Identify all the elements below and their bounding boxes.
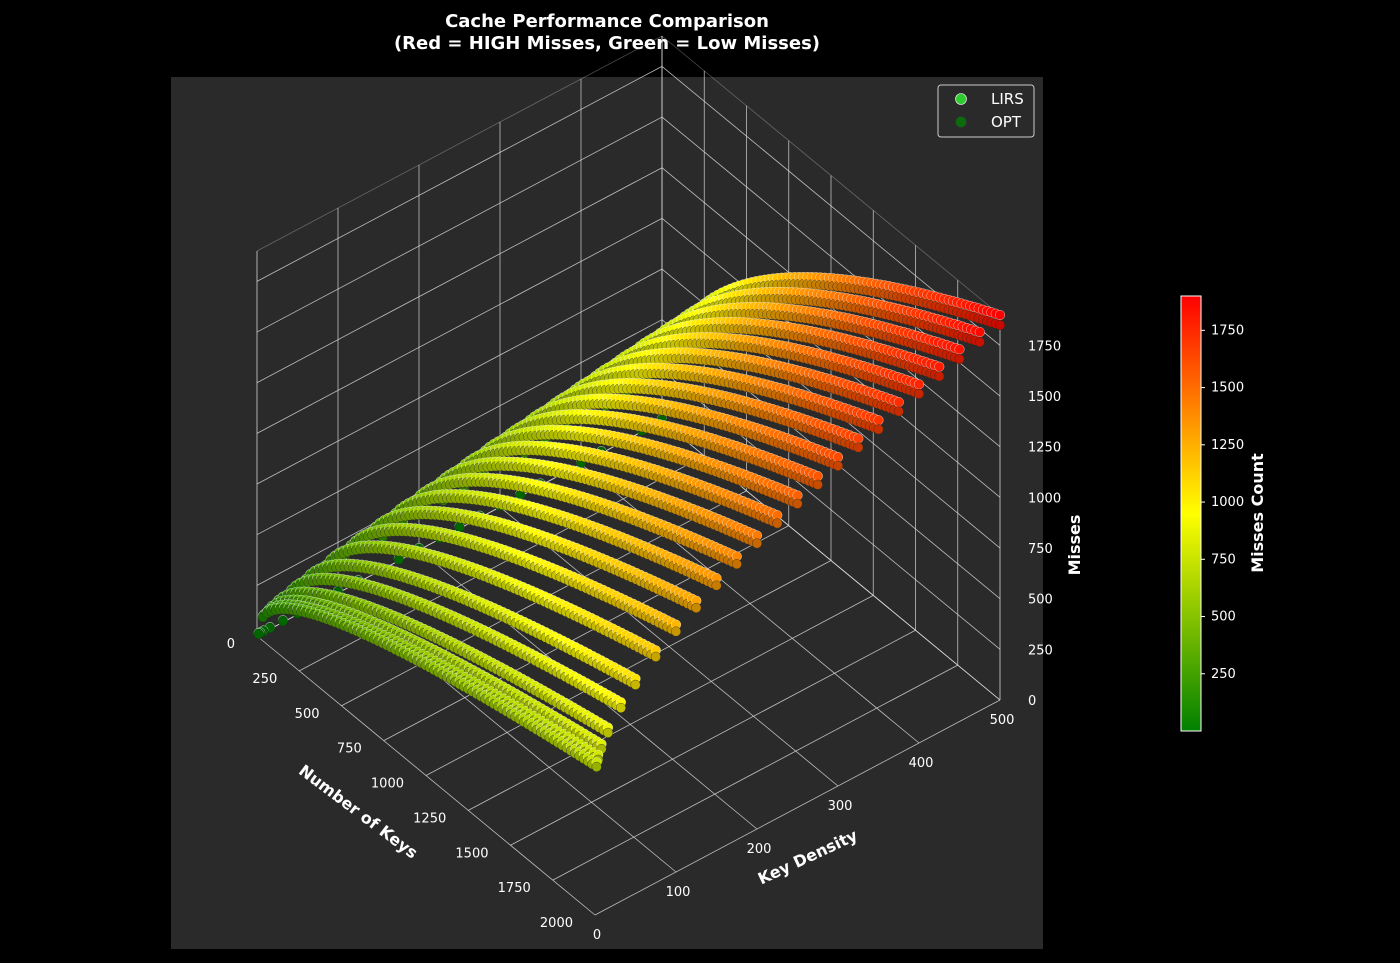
y-tick-label: 500 [990, 713, 1015, 728]
x-tick-label: 1500 [455, 846, 488, 861]
data-point-opt [650, 651, 661, 662]
data-point-lirs [974, 327, 985, 338]
data-point-opt [253, 629, 264, 640]
grid-line-z-wall-left [256, 268, 663, 485]
data-point-opt [751, 538, 763, 549]
z-tick-label: 0 [1028, 694, 1036, 709]
grid-line-x-floor [425, 560, 832, 776]
colorbar-tick-label: 1750 [1211, 323, 1244, 338]
y-tick-label: 400 [909, 756, 934, 771]
chart-title: Cache Performance Comparison (Red = HIGH… [394, 11, 820, 54]
colorbar-tick-label: 500 [1211, 610, 1236, 625]
x-tick-label: 1750 [498, 881, 531, 896]
x-tick-label: 500 [295, 707, 320, 722]
z-tick-label: 1750 [1028, 339, 1061, 354]
data-point-lirs [913, 379, 925, 390]
legend-marker-lirs [955, 93, 967, 105]
data-point-opt [615, 702, 626, 713]
chart-title-line-2: (Red = HIGH Misses, Green = Low Misses) [394, 33, 820, 54]
data-point-opt [277, 616, 288, 627]
data-point-lirs [934, 361, 945, 372]
grid-line-x-floor [552, 664, 958, 881]
legend: LIRS OPT [937, 84, 1035, 138]
data-point-lirs [994, 309, 1006, 321]
pane-edge [256, 35, 663, 252]
z-tick-label: 1500 [1028, 390, 1061, 405]
data-point-lirs [873, 415, 884, 426]
data-point-opt [630, 679, 641, 690]
data-point-opt [691, 602, 702, 613]
legend-label-lirs: LIRS [991, 90, 1024, 108]
y-tick-label: 300 [828, 799, 853, 814]
data-point-opt [974, 336, 985, 348]
grid-line-y-floor [499, 506, 839, 787]
data-point-lirs [812, 471, 823, 482]
colorbar-gradient [1180, 295, 1202, 732]
grid-line-y-floor [256, 635, 596, 916]
colorbar-label: Misses Count [1248, 453, 1267, 573]
data-point-opt [812, 479, 823, 490]
data-point-opt [913, 388, 925, 399]
data-point-opt [934, 371, 945, 382]
colorbar-ticks: 250 500 750 1000 1250 1500 1750 [1201, 323, 1244, 682]
chart-title-line-1: Cache Performance Comparison [445, 11, 769, 32]
z-tick-label: 250 [1028, 643, 1053, 658]
colorbar-tick-label: 1000 [1211, 495, 1244, 510]
data-point-opt [954, 354, 965, 365]
x-tick-label: 2000 [540, 916, 573, 931]
x-tick-label: 250 [252, 672, 277, 687]
colorbar-tick-label: 1500 [1211, 381, 1244, 396]
data-point-opt [832, 460, 844, 471]
grid-line-z-wall-left [256, 218, 663, 434]
x-tick-label: 750 [337, 742, 362, 757]
data-point-opt [591, 761, 602, 772]
data-point-opt [670, 626, 682, 637]
grid-line-z-wall-left [256, 167, 663, 384]
legend-label-opt: OPT [991, 113, 1022, 131]
z-axis-label: Misses [1065, 515, 1084, 576]
data-point-opt [853, 442, 864, 453]
colorbar-tick-label: 750 [1211, 552, 1236, 567]
data-point-opt [772, 518, 783, 529]
data-point-opt [893, 406, 904, 417]
data-point-opt [731, 559, 742, 570]
y-tick-label: 200 [747, 842, 772, 857]
z-tick-label: 750 [1028, 542, 1053, 557]
data-point-lirs [893, 397, 904, 408]
data-point-opt [711, 580, 722, 591]
grid-line-z-wall-left [256, 66, 663, 282]
grid-line-x-floor [468, 595, 874, 811]
data-point-lirs [853, 433, 864, 444]
grid-line-x-floor [594, 699, 1001, 916]
legend-marker-opt [955, 116, 967, 128]
x-tick-label: 1000 [371, 777, 404, 792]
grid-line-z-wall-left [256, 319, 663, 536]
y-tick-label: 0 [593, 928, 601, 943]
x-tick-label: 0 [227, 637, 235, 652]
data-point-lirs [832, 452, 844, 463]
x-tick-label: 1250 [413, 811, 446, 826]
data-point-opt [873, 424, 884, 435]
y-tick-label: 100 [666, 885, 691, 900]
colorbar-tick-label: 250 [1211, 667, 1236, 682]
data-point-opt [792, 498, 803, 509]
data-points [253, 271, 1006, 772]
data-point-lirs [954, 344, 965, 355]
grid-line-x-floor [510, 629, 916, 846]
data-point-opt [602, 727, 614, 738]
colorbar: 250 500 750 1000 1250 1500 1750 Misses Count [1180, 295, 1267, 732]
z-tick-label: 1000 [1028, 491, 1061, 506]
colorbar-tick-label: 1250 [1211, 438, 1244, 453]
data-point-opt [994, 320, 1006, 331]
z-tick-label: 500 [1028, 593, 1053, 608]
grid-line-z-wall-left [256, 116, 663, 333]
z-tick-label: 1250 [1028, 441, 1061, 456]
